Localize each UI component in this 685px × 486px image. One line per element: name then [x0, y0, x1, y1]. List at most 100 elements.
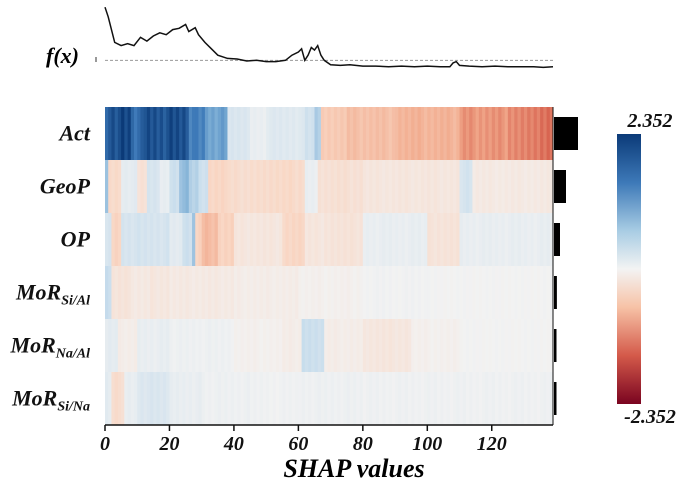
heatmap-cell: [275, 319, 280, 372]
heatmap-cell: [117, 213, 122, 266]
heatmap-cell: [298, 372, 302, 425]
heatmap-cell: [340, 266, 344, 319]
heatmap-cell: [362, 213, 367, 266]
heatmap-cell: [256, 266, 261, 319]
heatmap-cell: [507, 213, 512, 266]
heatmap-cell: [398, 213, 402, 266]
heatmap-cell: [420, 266, 425, 319]
heatmap-cell: [108, 372, 112, 425]
heatmap-cell: [250, 107, 254, 160]
heatmap-cell: [301, 319, 306, 372]
heatmap-cell: [246, 213, 251, 266]
heatmap-cell: [108, 107, 112, 160]
heatmap-cell: [433, 266, 438, 319]
heatmap-cell: [549, 266, 554, 319]
heatmap-cell: [494, 107, 499, 160]
heatmap-cell: [111, 319, 116, 372]
heatmap-cell: [221, 160, 225, 213]
feature-label: MoRSi/Al: [15, 280, 90, 309]
heatmap-cell: [275, 107, 280, 160]
x-tick-label: 0: [100, 433, 110, 455]
heatmap-cell: [230, 319, 235, 372]
heatmap-cell: [266, 107, 270, 160]
heatmap-cell: [121, 319, 125, 372]
heatmap-cell: [275, 266, 280, 319]
heatmap-cell: [424, 319, 428, 372]
heatmap-cell: [337, 107, 341, 160]
heatmap-cell: [153, 266, 157, 319]
heatmap-cell: [279, 319, 283, 372]
heatmap-cell: [195, 372, 199, 425]
heatmap-cell: [382, 160, 386, 213]
heatmap-cell: [433, 372, 438, 425]
heatmap-cell: [301, 213, 306, 266]
heatmap-cell: [266, 266, 270, 319]
heatmap-cell: [385, 213, 390, 266]
heatmap-cell: [269, 319, 273, 372]
heatmap-cell: [208, 107, 212, 160]
heatmap-cell: [543, 266, 547, 319]
heatmap-cell: [340, 160, 344, 213]
heatmap-cell: [420, 372, 425, 425]
heatmap-cell: [378, 266, 383, 319]
heatmap-cell: [240, 319, 244, 372]
heatmap-cell: [166, 319, 170, 372]
heatmap-cell: [388, 160, 393, 213]
fx-panel: f(x): [46, 6, 554, 69]
heatmap-cell: [353, 160, 357, 213]
heatmap-cell: [117, 266, 122, 319]
heatmap-cell: [404, 107, 409, 160]
heatmap-cell: [517, 319, 522, 372]
heatmap-cell: [465, 107, 470, 160]
heatmap-cell: [166, 107, 170, 160]
heatmap-cell: [169, 319, 174, 372]
heatmap-cell: [114, 213, 119, 266]
heatmap-cell: [201, 372, 206, 425]
heatmap-cell: [327, 107, 332, 160]
heatmap-cell: [498, 319, 502, 372]
heatmap-cell: [520, 107, 525, 160]
heatmap-cell: [295, 372, 299, 425]
heatmap-cell: [346, 213, 351, 266]
heatmap-cell: [462, 213, 467, 266]
heatmap-cell: [362, 160, 367, 213]
heatmap-cell: [501, 319, 506, 372]
heatmap-cell: [504, 160, 509, 213]
heatmap-cell: [330, 107, 335, 160]
heatmap-cell: [172, 160, 177, 213]
heatmap-cell: [440, 213, 444, 266]
heatmap-cell: [298, 160, 302, 213]
heatmap-cell: [453, 266, 457, 319]
x-tick-label: 120: [477, 433, 507, 455]
heatmap-cell: [327, 372, 332, 425]
heatmap-cell: [330, 372, 335, 425]
heatmap-cell: [401, 213, 406, 266]
heatmap-cell: [246, 160, 251, 213]
heatmap-cell: [317, 372, 322, 425]
heatmap-cell: [198, 319, 203, 372]
heatmap-cell: [114, 319, 119, 372]
heatmap-cell: [362, 372, 367, 425]
heatmap-cell: [388, 319, 393, 372]
heatmap-cell: [485, 107, 489, 160]
heatmap-cell: [211, 372, 215, 425]
heatmap-cell: [121, 107, 125, 160]
heatmap-cell: [411, 107, 415, 160]
heatmap-cell: [475, 160, 480, 213]
heatmap-cell: [208, 372, 212, 425]
heatmap-cell: [156, 319, 161, 372]
heatmap-cell: [478, 213, 483, 266]
heatmap-cell: [237, 372, 241, 425]
heatmap-cell: [462, 319, 467, 372]
heatmap-cell: [417, 319, 422, 372]
heatmap-cell: [127, 160, 132, 213]
heatmap-cell: [491, 372, 496, 425]
heatmap-cell: [343, 266, 348, 319]
heatmap-cell: [427, 213, 431, 266]
heatmap-cell: [427, 372, 431, 425]
heatmap-cell: [137, 213, 141, 266]
heatmap-cell: [427, 160, 431, 213]
heatmap-cell: [520, 372, 525, 425]
heatmap-cell: [137, 372, 141, 425]
heatmap-cell: [166, 213, 170, 266]
